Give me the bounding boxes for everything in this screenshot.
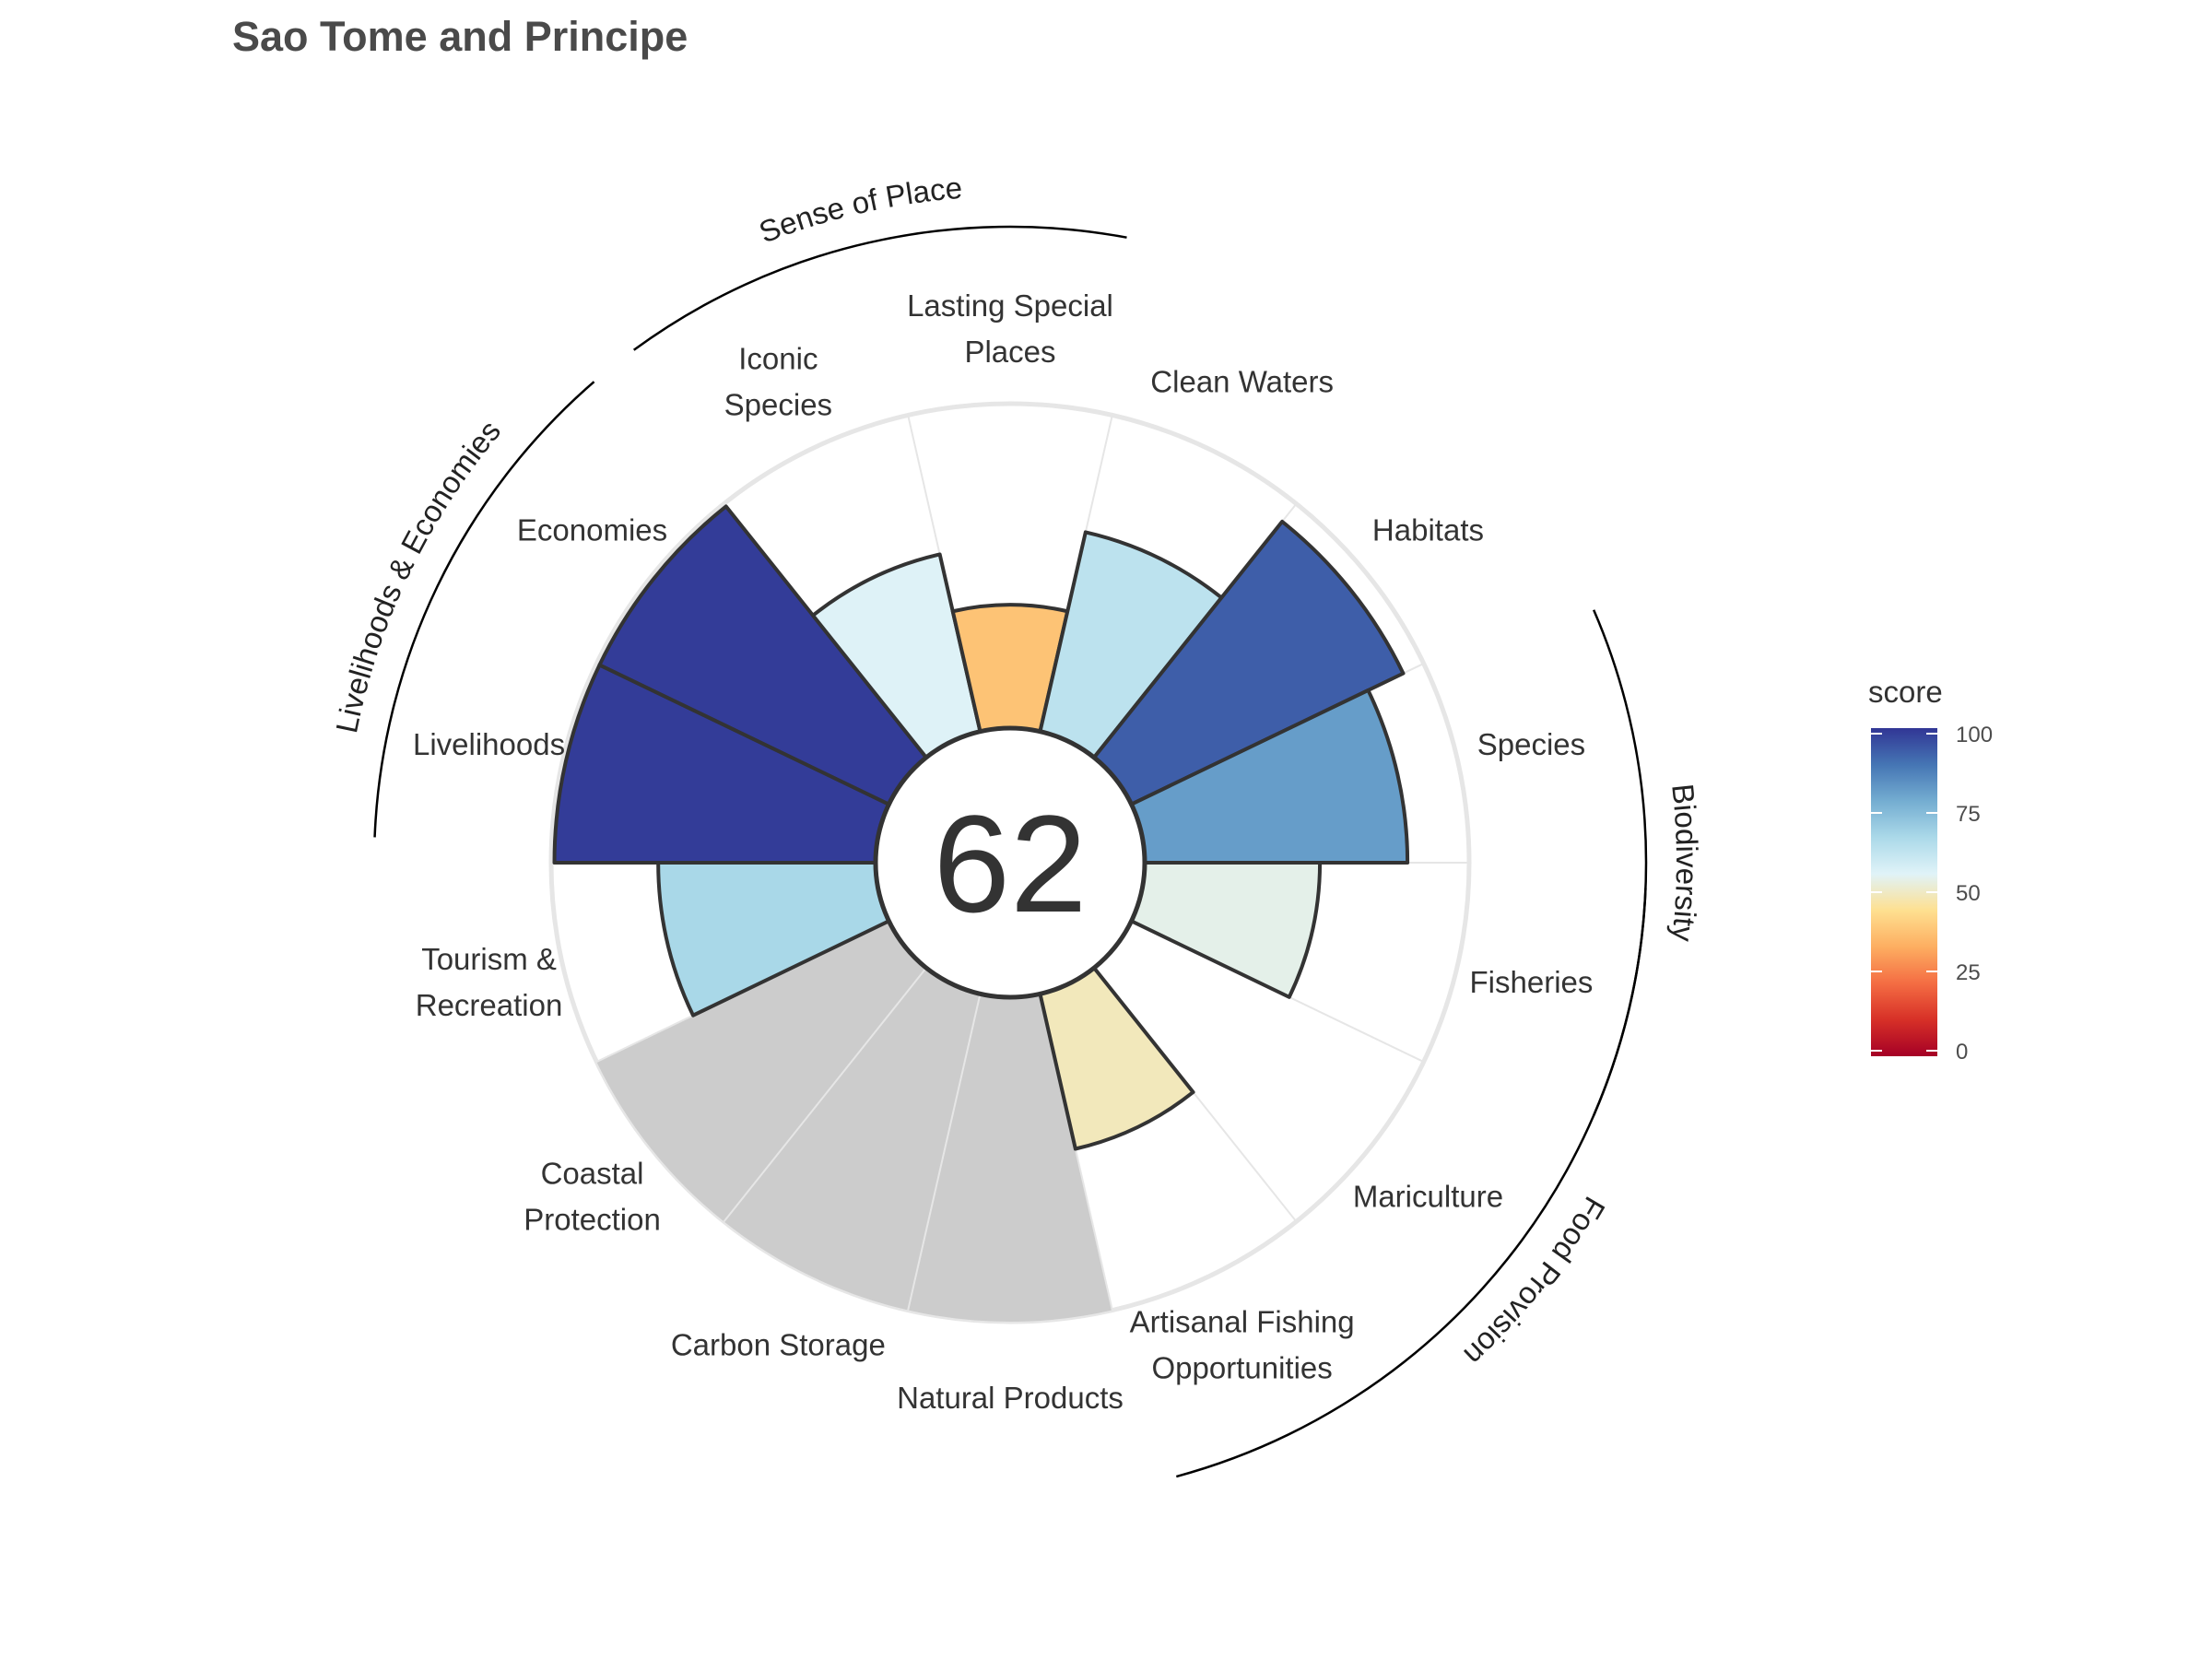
goal-label-species: Species xyxy=(1477,727,1585,761)
goal-label-iconic-species: Iconic Species xyxy=(724,341,832,421)
missing-sector-carbon-storage xyxy=(724,968,981,1311)
group-label-biodiversity: Biodiversity xyxy=(1665,782,1704,944)
legend-tick-label: 0 xyxy=(1956,1040,1968,1065)
chart-title: Sao Tome and Principe xyxy=(232,13,688,60)
grid-spoke xyxy=(907,994,982,1311)
legend-tick-label: 75 xyxy=(1956,802,1981,827)
goal-label-clean-waters: Clean Waters xyxy=(1150,364,1334,398)
group-label-food-provision: Food Provision xyxy=(1458,1191,1612,1372)
goal-label-habitats: Habitats xyxy=(1372,512,1484,547)
goal-label-coastal-protection: Coastal Protection xyxy=(524,1157,661,1237)
group-label-sense-of-place: Sense of Place xyxy=(755,171,964,250)
group-arc-biodiversity xyxy=(1592,609,1648,1116)
missing-sector-coastal-protection xyxy=(596,921,926,1222)
goal-label-fisheries: Fisheries xyxy=(1470,965,1594,999)
center-circle xyxy=(873,725,1147,1000)
legend-tick-label: 50 xyxy=(1956,881,1981,906)
goal-label-livelihoods: Livelihoods xyxy=(413,727,565,761)
goal-label-mariculture: Mariculture xyxy=(1353,1180,1503,1214)
legend-title: score xyxy=(1868,675,1943,709)
center-score: 62 xyxy=(934,786,1088,941)
legend-tick-label: 25 xyxy=(1956,960,1981,985)
goal-label-tourism-and-recreation: Tourism & Recreation xyxy=(416,942,563,1022)
group-arc-sense-of-place xyxy=(632,225,1127,351)
legend-tick-label: 100 xyxy=(1956,723,1993,747)
missing-sector-natural-products xyxy=(908,994,1112,1322)
goal-label-carbon-storage: Carbon Storage xyxy=(671,1328,886,1362)
grid-spoke xyxy=(723,967,927,1222)
goal-label-natural-products: Natural Products xyxy=(897,1381,1124,1415)
goal-label-lasting-special-places: Lasting Special Places xyxy=(907,288,1113,369)
goal-label-economies: Economies xyxy=(517,512,667,547)
goal-label-artisanal-fishing-opportunities: Artisanal Fishing Opportunities xyxy=(1130,1305,1355,1385)
group-arc-livelihoods-and-economies xyxy=(373,381,595,838)
group-label-livelihoods-and-economies: Livelihoods & Economies xyxy=(329,414,507,735)
